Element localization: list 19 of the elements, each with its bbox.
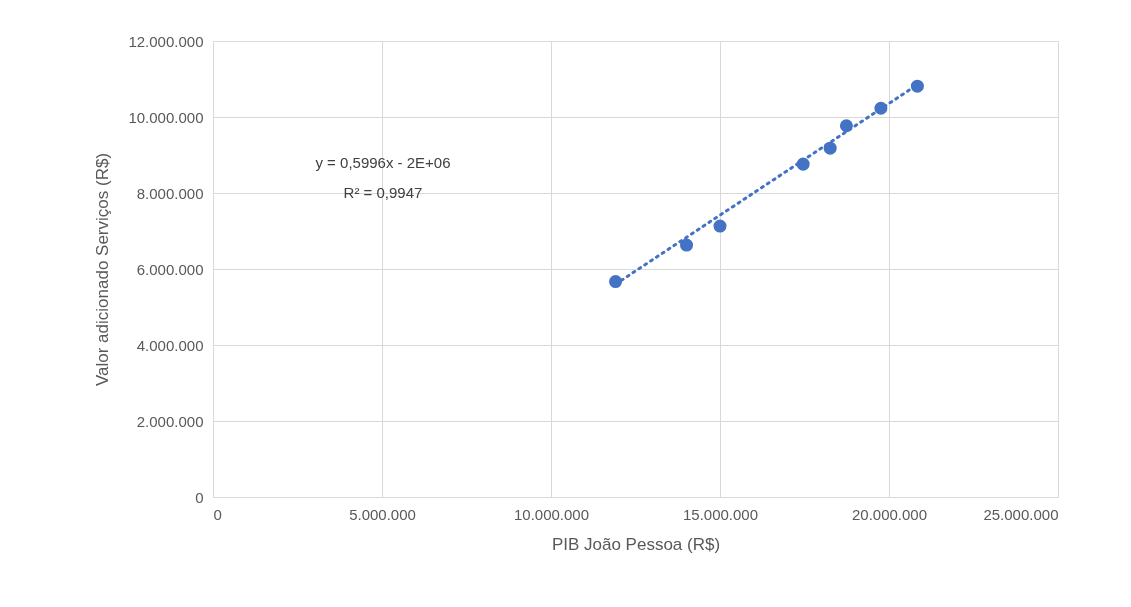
y-tick-label: 8.000.000 [136, 184, 204, 202]
annotation: R² = 0,9947 [343, 184, 423, 201]
x-tick-label: 15.000.000 [682, 505, 759, 523]
x-axis-title: PIB João Pessoa (R$) [551, 534, 721, 554]
y-tick-label: 6.000.000 [136, 260, 204, 278]
x-tick-label: 10.000.000 [513, 505, 590, 523]
y-tick-label: 0 [195, 488, 204, 506]
x-tick-label: 0 [213, 505, 222, 523]
x-tick-label: 20.000.000 [851, 505, 928, 523]
point [680, 238, 694, 252]
y-tick-label: 4.000.000 [136, 336, 204, 354]
y-tick-label: 12.000.000 [128, 32, 204, 50]
y-axis-title: Valor adicionado Serviços (R$) [93, 152, 113, 387]
point [713, 219, 727, 233]
x-tick-label: 25.000.000 [983, 505, 1059, 523]
annotation: y = 0,5996x - 2E+06 [315, 154, 451, 171]
y-tick-label: 2.000.000 [136, 412, 204, 430]
y-tick-label: 10.000.000 [128, 108, 204, 126]
x-tick-label: 5.000.000 [349, 505, 416, 523]
